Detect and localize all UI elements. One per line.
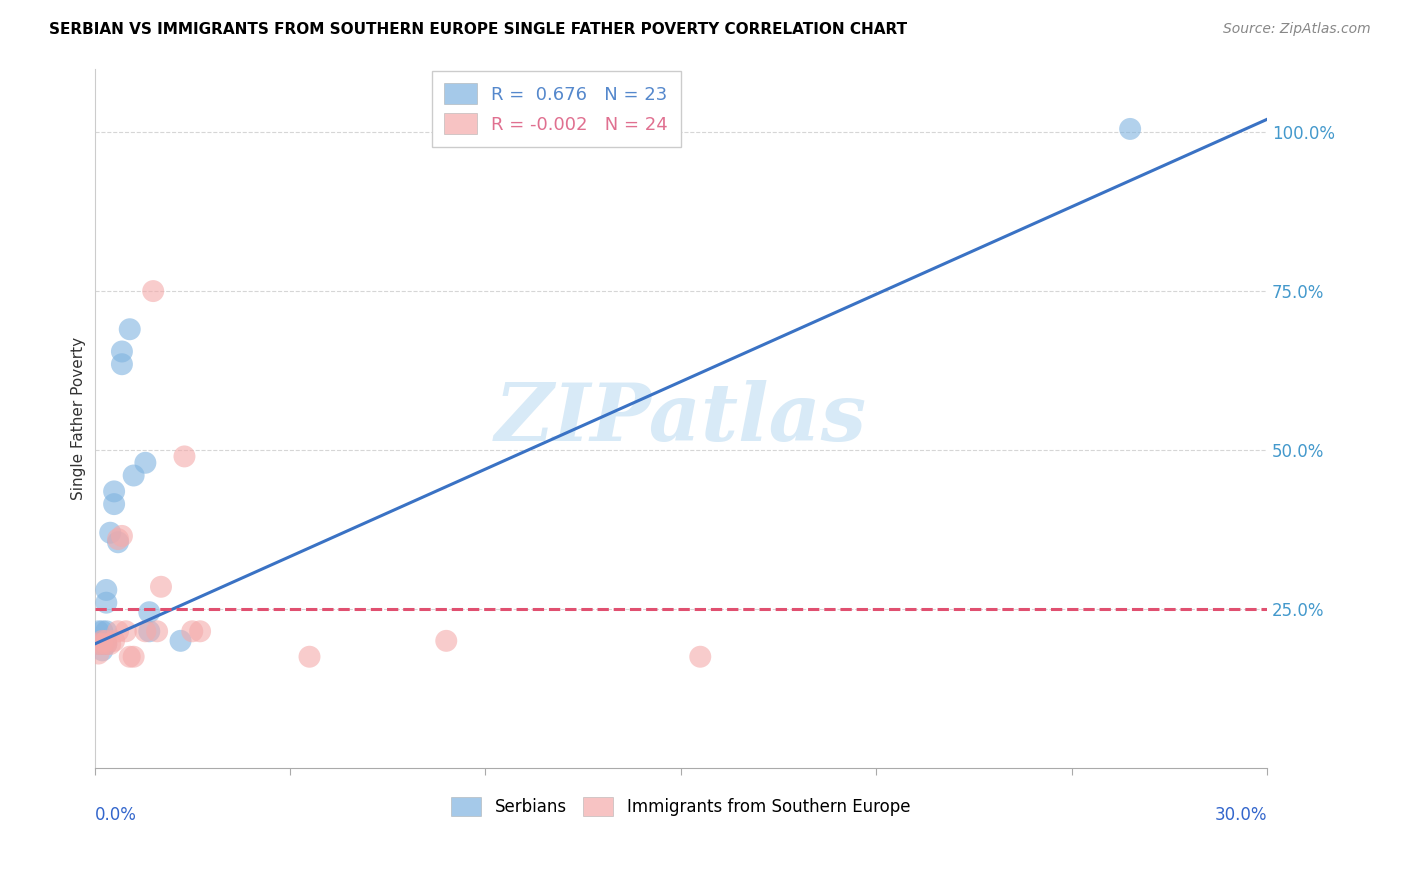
Point: [87, 624, 110, 639]
Point: [103, 497, 125, 511]
Point: [118, 322, 141, 336]
Point: [689, 649, 711, 664]
Point: [107, 532, 129, 546]
Point: [96, 633, 118, 648]
Point: [111, 357, 134, 371]
Point: [103, 633, 125, 648]
Point: [91, 633, 114, 648]
Point: [103, 484, 125, 499]
Point: [91, 637, 114, 651]
Text: 0.0%: 0.0%: [94, 806, 136, 824]
Point: [134, 624, 156, 639]
Point: [122, 649, 145, 664]
Point: [111, 529, 134, 543]
Point: [114, 624, 136, 639]
Point: [118, 649, 141, 664]
Legend: Serbians, Immigrants from Southern Europe: Serbians, Immigrants from Southern Europ…: [444, 790, 917, 822]
Point: [146, 624, 169, 639]
Point: [98, 525, 121, 540]
Point: [188, 624, 211, 639]
Point: [96, 582, 118, 597]
Y-axis label: Single Father Poverty: Single Father Poverty: [72, 336, 86, 500]
Point: [150, 580, 173, 594]
Point: [134, 456, 156, 470]
Point: [91, 633, 114, 648]
Text: ZIPatlas: ZIPatlas: [495, 379, 866, 457]
Point: [96, 596, 118, 610]
Point: [98, 637, 121, 651]
Point: [96, 624, 118, 639]
Text: 30.0%: 30.0%: [1215, 806, 1267, 824]
Text: SERBIAN VS IMMIGRANTS FROM SOUTHERN EUROPE SINGLE FATHER POVERTY CORRELATION CHA: SERBIAN VS IMMIGRANTS FROM SOUTHERN EURO…: [49, 22, 907, 37]
Point: [142, 284, 165, 298]
Point: [91, 637, 114, 651]
Point: [169, 633, 191, 648]
Point: [434, 633, 457, 648]
Point: [91, 643, 114, 657]
Point: [96, 637, 118, 651]
Point: [87, 647, 110, 661]
Point: [107, 624, 129, 639]
Point: [96, 637, 118, 651]
Point: [138, 624, 160, 639]
Point: [138, 605, 160, 619]
Point: [1119, 122, 1142, 136]
Point: [87, 637, 110, 651]
Point: [91, 624, 114, 639]
Point: [122, 468, 145, 483]
Point: [181, 624, 204, 639]
Point: [173, 450, 195, 464]
Point: [87, 637, 110, 651]
Text: Source: ZipAtlas.com: Source: ZipAtlas.com: [1223, 22, 1371, 37]
Point: [298, 649, 321, 664]
Point: [107, 535, 129, 549]
Point: [111, 344, 134, 359]
